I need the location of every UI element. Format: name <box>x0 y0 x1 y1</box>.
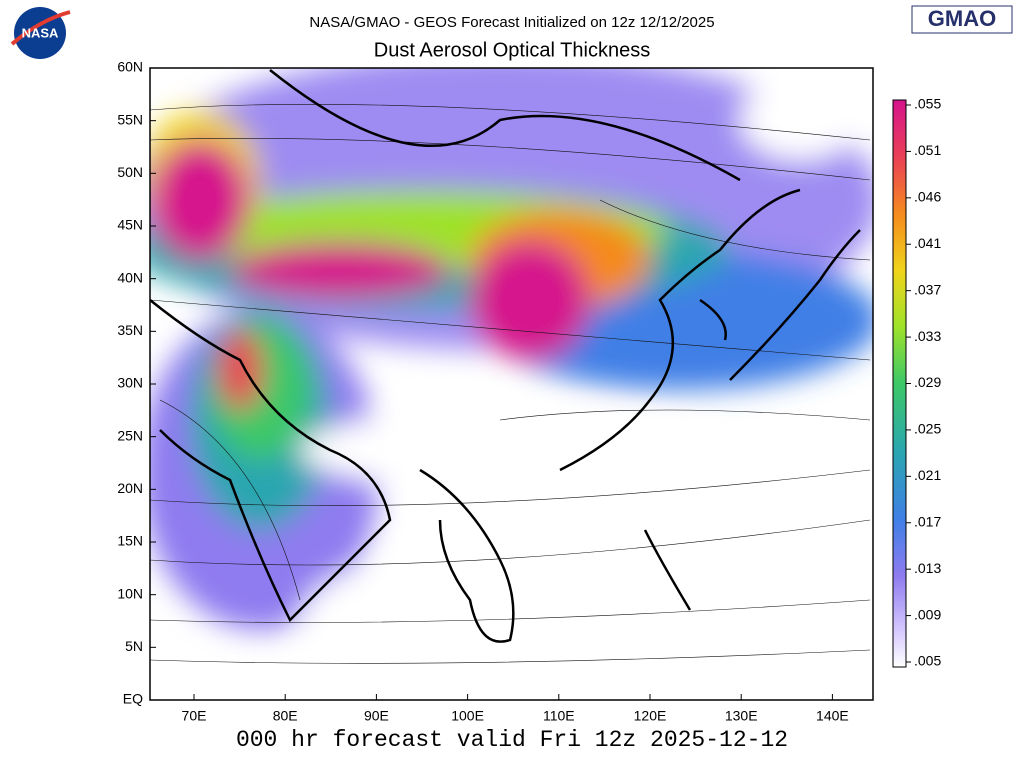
lat-label: 60N <box>117 59 143 75</box>
colorbar-label: .021 <box>914 467 941 483</box>
lat-label: EQ <box>123 691 143 707</box>
logo-text: NASA <box>22 25 59 40</box>
colorbar-label: .055 <box>914 96 941 112</box>
colorbar-label: .009 <box>914 606 941 622</box>
lat-label: 20N <box>117 480 143 496</box>
title: Dust Aerosol Optical Thickness <box>374 39 650 61</box>
nasa-logo: NASA <box>10 7 71 59</box>
lat-label: 5N <box>125 638 143 654</box>
colorbar-label: .051 <box>914 142 941 158</box>
lon-label: 80E <box>273 708 298 724</box>
logo-text: GMAO <box>928 6 996 31</box>
colorbar-label: .029 <box>914 374 941 390</box>
lon-label: 110E <box>543 708 575 724</box>
colorbar-label: .013 <box>914 560 941 576</box>
map <box>150 68 873 700</box>
lon-label: 90E <box>364 708 389 724</box>
subtitle: NASA/GMAO - GEOS Forecast Initialized on… <box>309 14 714 31</box>
lon-label: 70E <box>182 708 207 724</box>
colorbar-label: .041 <box>914 235 941 251</box>
lon-label: 140E <box>816 708 849 724</box>
lat-label: 15N <box>117 533 143 549</box>
lat-label: 50N <box>117 164 143 180</box>
gmao-logo: GMAO <box>911 5 1013 34</box>
lat-label: 25N <box>117 427 143 443</box>
coastlines <box>150 69 861 643</box>
colorbar-label: .037 <box>914 281 941 297</box>
lat-label: 45N <box>117 217 143 233</box>
colorbar-label: .005 <box>914 653 941 669</box>
lon-label: 100E <box>451 708 484 724</box>
lon-label: 120E <box>634 708 667 724</box>
lat-label: 10N <box>117 585 143 601</box>
colorbar <box>892 99 907 668</box>
lat-label: 40N <box>117 269 143 285</box>
lon-label: 130E <box>725 708 758 724</box>
lat-label: 55N <box>117 111 143 127</box>
colorbar-label: .046 <box>914 189 941 205</box>
lat-label: 35N <box>117 322 143 338</box>
lat-label: 30N <box>117 375 143 391</box>
colorbar-label: .017 <box>914 513 941 529</box>
colorbar-label: .033 <box>914 328 941 344</box>
footer: 000 hr forecast valid Fri 12z 2025-12-12 <box>236 727 788 753</box>
colorbar-label: .025 <box>914 421 941 437</box>
